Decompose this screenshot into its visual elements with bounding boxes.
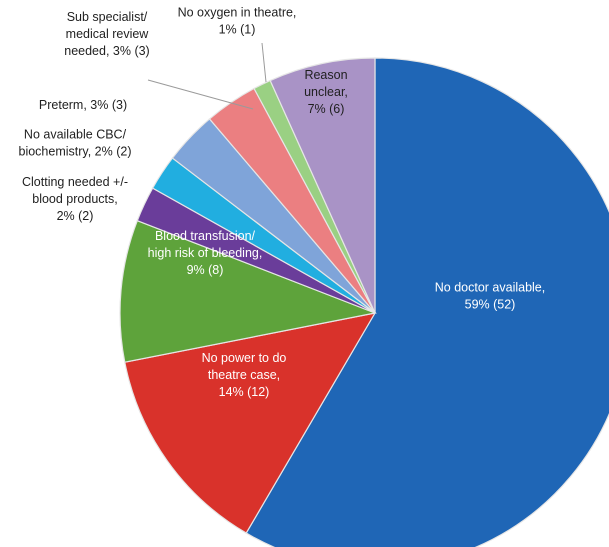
slice-label-line: 1% (1) — [219, 23, 256, 37]
slice-label-line: Blood transfusion/ — [155, 229, 256, 243]
slice-label-line: high risk of bleeding, — [148, 246, 263, 260]
slice-label-line: blood products, — [32, 192, 117, 206]
slice-label-0: No doctor available, 59% (52) — [435, 281, 545, 312]
slice-label-3: Clotting needed +/- blood products, 2% (2) — [22, 175, 128, 223]
slice-label-line: No available CBC/ — [24, 128, 127, 142]
slice-label-line: 2% (2) — [57, 209, 94, 223]
slice-label-line: Sub specialist/ — [67, 10, 148, 24]
pie-slice-0 — [245, 57, 609, 547]
slice-label-line: Clotting needed +/- — [22, 175, 128, 189]
leader-line-7 — [261, 42, 267, 83]
slice-label-line: 9% (8) — [187, 263, 224, 277]
pie-slices — [119, 57, 609, 547]
pie-slice-8 — [269, 57, 376, 314]
slice-label-line: 14% (12) — [219, 385, 270, 399]
slice-label-6: Sub specialist/medical review needed, 3% … — [64, 10, 149, 58]
slice-label-8: Reason unclear, 7% (6) — [304, 68, 348, 116]
leader-line-6 — [147, 79, 254, 110]
slice-label-line: biochemistry, 2% (2) — [19, 145, 132, 159]
slice-label-line: No power to do — [202, 351, 287, 365]
slice-label-line: 59% (52) — [465, 298, 516, 312]
pie-slice-2 — [119, 219, 378, 363]
slice-label-line: 7% (6) — [308, 102, 345, 116]
slice-label-1: No power to do theatre case, 14% (12) — [202, 351, 287, 399]
slice-label-line: Reason — [304, 68, 347, 82]
slice-label-line: No doctor available, — [435, 281, 545, 295]
slice-label-line: medical review — [66, 27, 150, 41]
slice-label-7: No oxygen in theatre, 1% (1) — [178, 6, 297, 37]
slice-label-line: No oxygen in theatre, — [178, 6, 297, 20]
slice-label-line: needed, 3% (3) — [64, 44, 149, 58]
slice-label-line: unclear, — [304, 85, 348, 99]
slice-label-line: theatre case, — [208, 368, 280, 382]
pie-slice-1 — [124, 312, 377, 534]
slice-label-5: Preterm, 3% (3) — [39, 98, 127, 112]
slice-label-2: Blood transfusion/high risk of bleeding,… — [148, 229, 263, 277]
slice-label-line: Preterm, 3% (3) — [39, 98, 127, 112]
slice-label-4: No available CBC/biochemistry, 2% (2) — [19, 128, 132, 159]
slice-labels: No doctor available, 59% (52) No power to … — [19, 6, 546, 400]
